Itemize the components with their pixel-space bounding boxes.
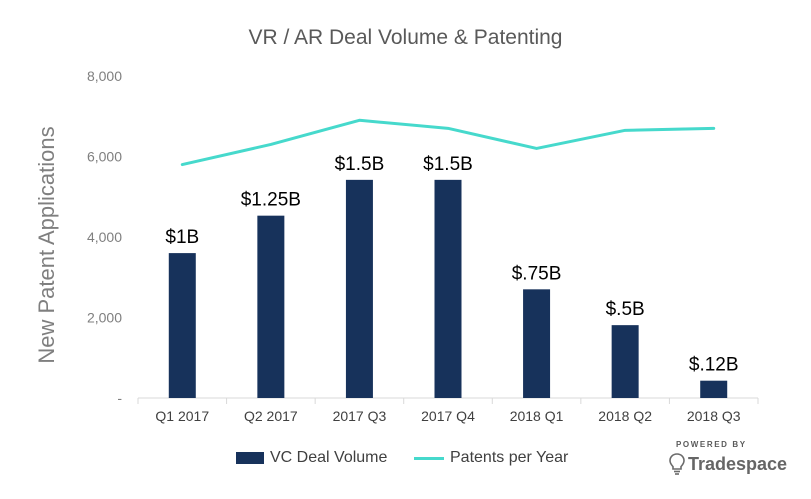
legend-label-patents-per-year: Patents per Year xyxy=(450,449,569,466)
legend-label-vc-deal-volume: VC Deal Volume xyxy=(270,449,388,466)
bar-data-label: $1B xyxy=(165,227,199,248)
x-tick-label: 2018 Q2 xyxy=(598,408,652,424)
x-tick-label: 2018 Q3 xyxy=(687,408,741,424)
powered-by-badge: POWERED BY Tradespace xyxy=(668,440,787,480)
y-tick-label: - xyxy=(117,390,122,406)
legend-item-patents-per-year: Patents per Year xyxy=(414,447,568,469)
bar xyxy=(611,325,639,398)
x-tick-label: Q2 2017 xyxy=(244,408,298,424)
bar xyxy=(345,179,373,398)
bar-data-label: $1.5B xyxy=(423,154,473,175)
powered-by-text: POWERED BY xyxy=(676,440,747,449)
y-tick-label: 4,000 xyxy=(87,229,122,245)
bar-data-label: $1.5B xyxy=(335,154,385,175)
legend-swatch-line xyxy=(414,456,444,460)
chart-title: VR / AR Deal Volume & Patenting xyxy=(248,26,563,49)
bar xyxy=(168,253,196,398)
y-tick-label: 2,000 xyxy=(87,310,122,326)
lightbulb-icon xyxy=(669,453,685,475)
x-tick-label: 2018 Q1 xyxy=(510,408,564,424)
chart-legend: VC Deal Volume Patents per Year xyxy=(0,447,811,469)
brand-name: Tradespace xyxy=(688,454,788,474)
bar-data-label: $.75B xyxy=(512,263,562,284)
x-tick-label: 2017 Q3 xyxy=(333,408,387,424)
legend-swatch-bar xyxy=(236,452,264,464)
bar-data-label: $.12B xyxy=(689,355,739,376)
bar xyxy=(257,215,285,398)
bar xyxy=(434,179,462,398)
y-tick-label: 8,000 xyxy=(87,68,122,84)
bar xyxy=(523,289,551,398)
legend-item-vc-deal-volume: VC Deal Volume xyxy=(236,447,387,469)
bar-data-label: $.5B xyxy=(606,299,645,320)
y-tick-label: 6,000 xyxy=(87,149,122,165)
bar xyxy=(700,380,728,398)
x-tick-label: 2017 Q4 xyxy=(421,408,475,424)
bar-data-label: $1.25B xyxy=(241,190,301,211)
x-tick-label: Q1 2017 xyxy=(155,408,209,424)
